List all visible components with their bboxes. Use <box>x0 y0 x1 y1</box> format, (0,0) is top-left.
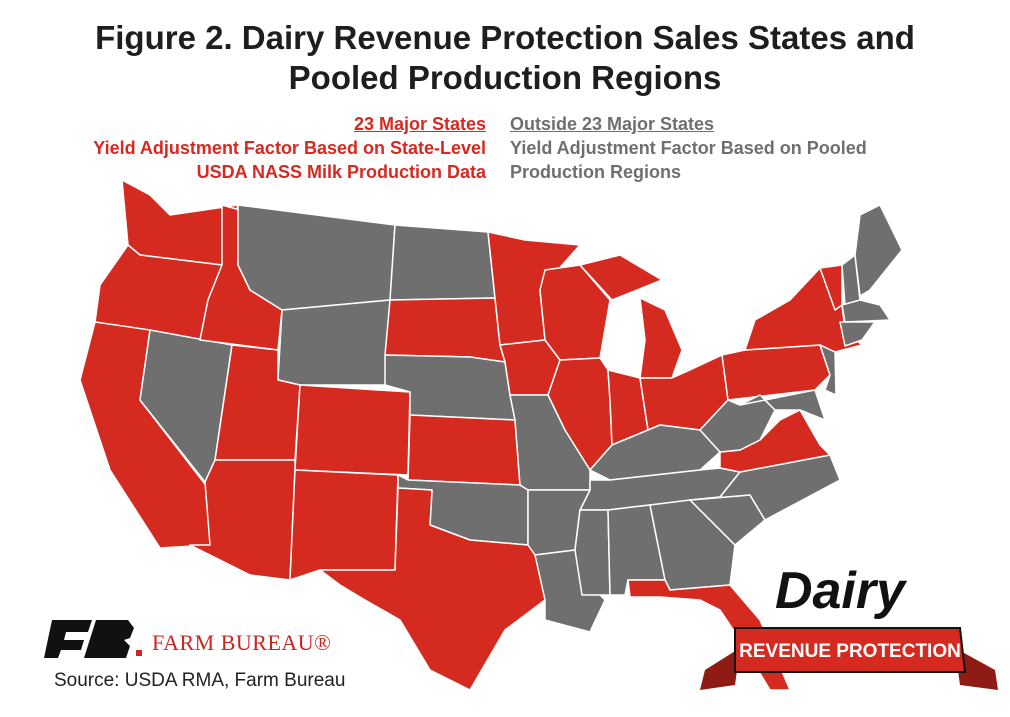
source: Source: USDA RMA, Farm Bureau <box>54 670 346 691</box>
state <box>839 321 876 347</box>
state <box>389 224 496 301</box>
state <box>189 459 296 581</box>
state <box>237 204 396 311</box>
state <box>289 469 399 581</box>
farm-bureau-mark <box>44 620 142 658</box>
state <box>319 487 546 691</box>
legend-major: 23 Major States Yield Adjustment Factor … <box>93 112 486 184</box>
state <box>819 344 837 396</box>
state <box>574 509 611 596</box>
legend-heading: 23 Major States <box>353 114 486 134</box>
legend-heading: Outside 23 Major States <box>510 114 715 134</box>
state <box>739 389 826 421</box>
state <box>294 384 411 476</box>
badge-banner: REVENUE PROTECTION <box>739 641 961 662</box>
badge-word: Dairy <box>775 562 908 620</box>
state <box>121 179 239 266</box>
legend-line: Production Regions <box>510 162 681 182</box>
legend-line: Yield Adjustment Factor Based on Pooled <box>510 138 867 158</box>
badge: Dairy REVENUE PROTECTION <box>700 562 998 690</box>
title: Figure 2. Dairy Revenue Protection Sales… <box>95 19 915 96</box>
legend-pooled: Outside 23 Major States Yield Adjustment… <box>510 112 867 184</box>
legend-line: USDA NASS Milk Production Data <box>196 162 486 182</box>
farm-bureau-name: FARM BUREAU® <box>152 630 332 655</box>
state <box>579 254 663 301</box>
state <box>384 297 506 363</box>
state <box>639 297 683 379</box>
state <box>854 204 903 297</box>
state <box>407 414 521 486</box>
state <box>277 299 391 386</box>
legend-line: Yield Adjustment Factor Based on State-L… <box>93 138 486 158</box>
state <box>841 299 891 323</box>
